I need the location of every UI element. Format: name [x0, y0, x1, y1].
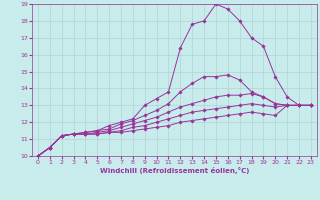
X-axis label: Windchill (Refroidissement éolien,°C): Windchill (Refroidissement éolien,°C): [100, 167, 249, 174]
